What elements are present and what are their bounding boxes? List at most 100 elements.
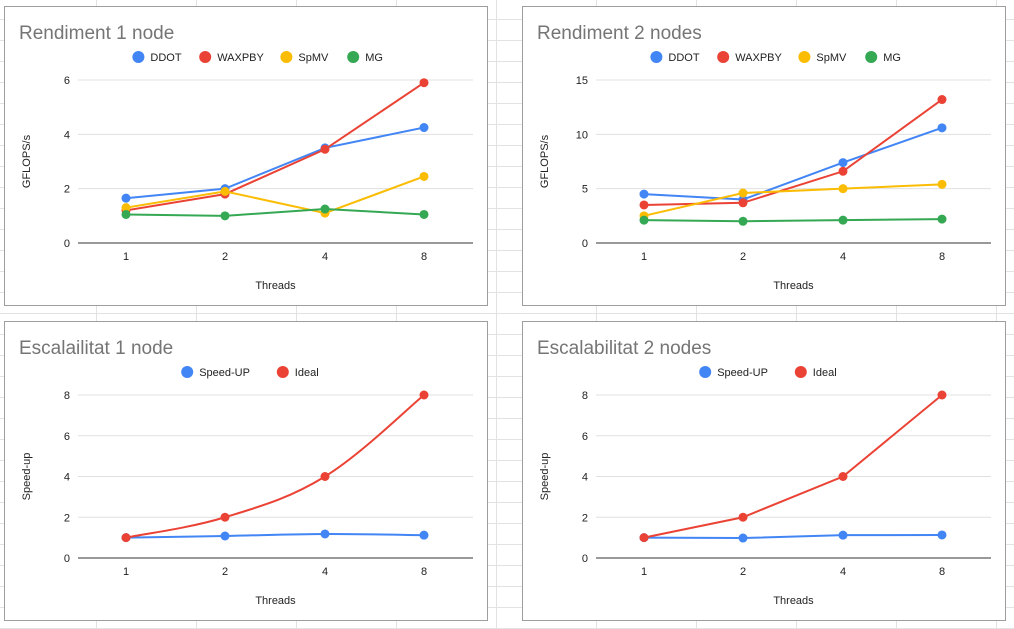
series-line-ideal bbox=[643, 394, 943, 539]
x-tick-label: 2 bbox=[740, 566, 746, 578]
x-tick-label: 4 bbox=[840, 251, 846, 263]
x-tick-label: 8 bbox=[421, 251, 427, 263]
legend-item-mg[interactable]: MG bbox=[347, 51, 383, 64]
series-line-spmv bbox=[643, 183, 943, 217]
legend-item-speed-up[interactable]: Speed-UP bbox=[699, 366, 768, 379]
legend-label: MG bbox=[365, 52, 383, 64]
y-tick-label: 0 bbox=[582, 238, 588, 250]
data-point-mg[interactable] bbox=[937, 214, 947, 224]
legend-marker bbox=[794, 366, 807, 378]
x-tick-label: 1 bbox=[123, 251, 129, 263]
data-point-spmv[interactable] bbox=[838, 184, 848, 194]
data-point-mg[interactable] bbox=[320, 204, 330, 214]
y-tick-label: 4 bbox=[582, 472, 588, 484]
data-point-waxpby[interactable] bbox=[738, 198, 748, 208]
y-tick-label: 0 bbox=[64, 238, 70, 250]
legend-marker bbox=[699, 366, 712, 378]
series-line-spmv bbox=[125, 175, 425, 215]
data-point-spmv[interactable] bbox=[121, 203, 131, 213]
series-line-speed-up bbox=[643, 533, 943, 540]
legend-label: WAXPBY bbox=[735, 52, 782, 64]
legend-item-spmv[interactable]: SpMV bbox=[280, 51, 329, 64]
data-point-spmv[interactable] bbox=[937, 179, 947, 189]
x-tick-label: 1 bbox=[641, 251, 647, 263]
data-point-ideal[interactable] bbox=[419, 390, 429, 400]
x-tick-label: 1 bbox=[123, 566, 129, 578]
legend-marker bbox=[865, 51, 878, 63]
x-tick-label: 1 bbox=[641, 566, 647, 578]
chart-panel-rendiment-1-node[interactable]: Rendiment 1 node DDOT WAXPBY SpMV MG 0 2 4 6 1 2 4 8… bbox=[4, 6, 488, 306]
legend-item-ddot[interactable]: DDOT bbox=[132, 51, 182, 64]
legend-marker bbox=[717, 51, 730, 63]
data-point-ddot[interactable] bbox=[419, 123, 429, 133]
data-point-spmv[interactable] bbox=[220, 186, 230, 196]
data-point-ideal[interactable] bbox=[220, 512, 230, 522]
data-point-mg[interactable] bbox=[220, 211, 230, 221]
data-point-spmv[interactable] bbox=[419, 171, 429, 181]
data-point-ideal[interactable] bbox=[121, 533, 131, 543]
data-point-ideal[interactable] bbox=[937, 390, 947, 400]
data-point-speed-up[interactable] bbox=[220, 531, 230, 541]
legend-marker bbox=[276, 366, 289, 378]
legend-label: DDOT bbox=[668, 52, 699, 64]
legend-marker bbox=[798, 51, 811, 63]
y-axis-title: Speed-up bbox=[539, 453, 551, 501]
legend-item-waxpby[interactable]: WAXPBY bbox=[717, 51, 783, 64]
legend-label: Speed-UP bbox=[717, 367, 768, 379]
chart-svg: Escalabilitat 2 nodes Speed-UP Ideal 0 2 4 6 8 1… bbox=[537, 338, 991, 607]
x-tick-label: 2 bbox=[740, 251, 746, 263]
data-point-ideal[interactable] bbox=[320, 472, 330, 481]
chart-panel-escalabilitat-2-nodes[interactable]: Escalabilitat 2 nodes Speed-UP Ideal 0 2 4 6 8 1… bbox=[522, 321, 1006, 621]
data-point-speed-up[interactable] bbox=[419, 530, 429, 540]
y-axis-title: GFLOPS/s bbox=[21, 134, 33, 188]
series-line-ddot bbox=[643, 126, 943, 201]
legend-item-spmv[interactable]: SpMV bbox=[798, 51, 847, 64]
data-point-ddot[interactable] bbox=[639, 189, 649, 199]
legend-item-ideal[interactable]: Ideal bbox=[794, 366, 837, 379]
y-tick-label: 8 bbox=[64, 390, 70, 402]
data-point-waxpby[interactable] bbox=[937, 95, 947, 105]
data-point-speed-up[interactable] bbox=[320, 529, 330, 539]
legend-label: DDOT bbox=[150, 52, 181, 64]
chart-title: Rendiment 1 node bbox=[19, 23, 174, 44]
data-point-ideal[interactable] bbox=[639, 533, 649, 543]
data-point-speed-up[interactable] bbox=[838, 530, 848, 540]
data-point-mg[interactable] bbox=[738, 216, 748, 226]
data-point-mg[interactable] bbox=[838, 215, 848, 225]
chart-svg: Rendiment 1 node DDOT WAXPBY SpMV MG 0 2 4 6 1 2 4 8… bbox=[19, 23, 473, 292]
data-point-ideal[interactable] bbox=[738, 512, 748, 522]
data-point-ddot[interactable] bbox=[838, 158, 848, 168]
x-tick-label: 4 bbox=[322, 251, 328, 263]
legend-label: SpMV bbox=[816, 52, 847, 64]
legend-item-mg[interactable]: MG bbox=[865, 51, 901, 64]
chart-panel-rendiment-2-nodes[interactable]: Rendiment 2 nodes DDOT WAXPBY SpMV MG 0 5 10 15 1… bbox=[522, 6, 1006, 306]
legend-item-speed-up[interactable]: Speed-UP bbox=[181, 366, 250, 379]
data-point-mg[interactable] bbox=[121, 209, 131, 219]
x-axis-title: Threads bbox=[255, 280, 296, 292]
data-point-waxpby[interactable] bbox=[838, 166, 848, 176]
legend-item-ddot[interactable]: DDOT bbox=[650, 51, 700, 64]
data-point-waxpby[interactable] bbox=[320, 144, 330, 154]
legend-marker bbox=[181, 366, 194, 378]
y-tick-label: 8 bbox=[582, 390, 588, 402]
legend-marker bbox=[280, 51, 293, 63]
y-tick-label: 4 bbox=[64, 472, 70, 484]
data-point-speed-up[interactable] bbox=[738, 533, 748, 543]
legend-label: MG bbox=[883, 52, 901, 64]
data-point-mg[interactable] bbox=[639, 215, 649, 225]
data-point-speed-up[interactable] bbox=[937, 530, 947, 540]
data-point-spmv[interactable] bbox=[738, 188, 748, 198]
data-point-waxpby[interactable] bbox=[419, 78, 429, 88]
legend-item-ideal[interactable]: Ideal bbox=[276, 366, 319, 379]
y-tick-label: 2 bbox=[64, 184, 70, 196]
data-point-ddot[interactable] bbox=[121, 193, 131, 203]
data-point-mg[interactable] bbox=[419, 209, 429, 219]
data-point-waxpby[interactable] bbox=[639, 200, 649, 210]
x-axis-title: Threads bbox=[773, 280, 814, 292]
x-tick-label: 2 bbox=[222, 566, 228, 578]
data-point-ddot[interactable] bbox=[937, 123, 947, 133]
data-point-ideal[interactable] bbox=[838, 472, 848, 481]
x-tick-label: 4 bbox=[840, 566, 846, 578]
legend-item-waxpby[interactable]: WAXPBY bbox=[199, 51, 265, 64]
chart-panel-escalailitat-1-node[interactable]: Escalailitat 1 node Speed-UP Ideal 0 2 4 6 8 1 2 4… bbox=[4, 321, 488, 621]
